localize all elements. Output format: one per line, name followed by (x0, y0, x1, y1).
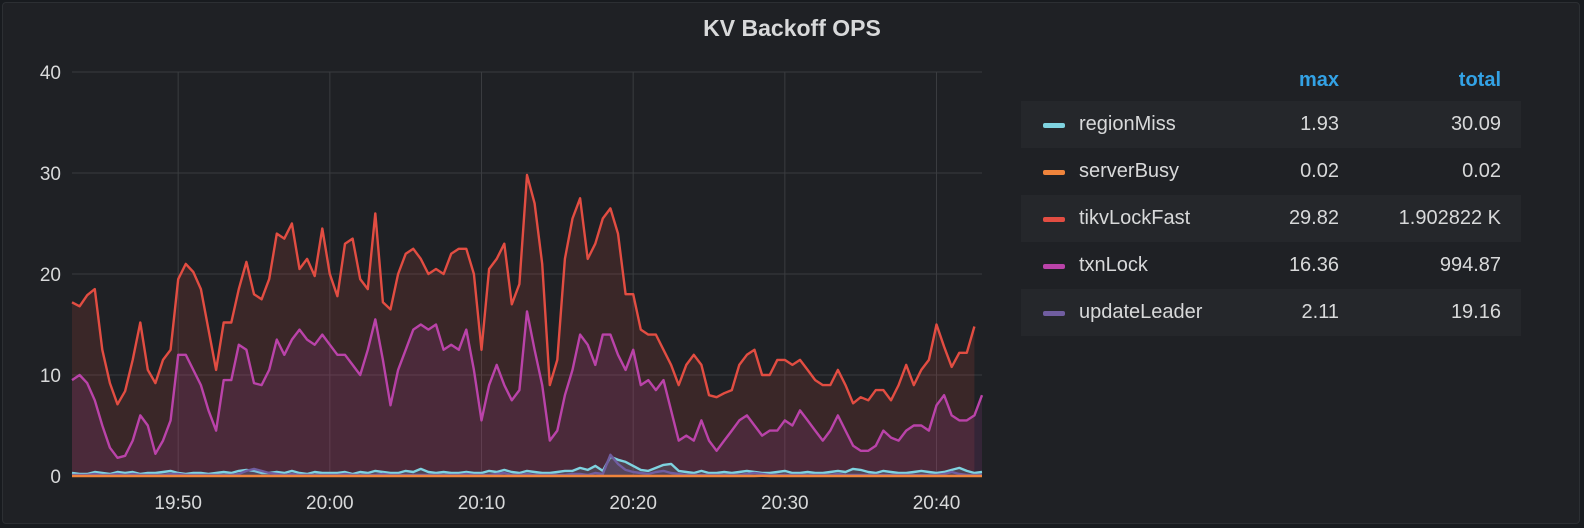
series-line-regionmiss (71, 455, 983, 476)
x-tick-label: 20:20 (609, 493, 657, 514)
y-tick-label: 0 (50, 467, 61, 488)
legend-series-name: tikvLockFast (1079, 207, 1191, 229)
legend-series-name: regionMiss (1079, 113, 1176, 135)
legend-row-updateleader[interactable]: updateLeader 2.11 19.16 (1021, 289, 1521, 336)
area-chart[interactable]: 0 10 20 30 40 19:50 20:00 20:10 20:20 20:30 20:40 (3, 3, 1003, 525)
legend-series-name: updateLeader (1079, 301, 1203, 323)
y-tick-label: 10 (40, 366, 61, 387)
x-tick-label: 20:30 (761, 493, 809, 514)
legend-max-value: 1.93 (1300, 113, 1339, 135)
legend-max-value: 0.02 (1300, 160, 1339, 182)
legend-total-value: 30.09 (1450, 113, 1501, 135)
series-area-tikvlockfast (72, 175, 975, 476)
series-line-tikvlockfast (71, 173, 976, 406)
legend-max-value: 2.11 (1301, 301, 1339, 323)
y-tick-label: 20 (40, 265, 61, 286)
y-tick-label: 30 (40, 164, 61, 185)
panel-title: KV Backoff OPS (703, 15, 881, 41)
legend-total-value: 994.87 (1439, 254, 1501, 276)
legend-table: max total regionMiss 1.93 30.09 serverBu… (1021, 69, 1521, 336)
legend-total-value: 19.16 (1450, 301, 1501, 323)
legend-row-serverbusy[interactable]: serverBusy 0.02 0.02 (1021, 148, 1521, 195)
legend-row-regionmiss[interactable]: regionMiss 1.93 30.09 (1021, 101, 1521, 148)
legend-max-value: 29.82 (1288, 207, 1339, 229)
legend-row-tikvlockfast[interactable]: tikvLockFast 29.82 1.902822 K (1021, 195, 1521, 242)
legend-series-name: txnLock (1079, 254, 1148, 276)
y-tick-label: 40 (40, 63, 61, 84)
legend-swatch (1043, 170, 1065, 175)
legend-swatch (1043, 264, 1065, 269)
x-tick-label: 20:10 (458, 493, 506, 514)
series-area-txnlock (72, 311, 982, 476)
legend-swatch (1043, 311, 1065, 316)
x-tick-label: 20:40 (913, 493, 961, 514)
legend-header-total[interactable]: total (1458, 69, 1501, 91)
legend-series-name: serverBusy (1079, 160, 1180, 182)
x-tick-label: 19:50 (154, 493, 202, 514)
legend-swatch (1043, 123, 1065, 128)
legend-header-max[interactable]: max (1298, 69, 1339, 91)
legend-header: max total (1021, 69, 1521, 101)
x-tick-label: 20:00 (306, 493, 354, 514)
series-line-txnlock (71, 310, 984, 459)
legend-row-txnlock[interactable]: txnLock 16.36 994.87 (1021, 242, 1521, 289)
legend-total-value: 0.02 (1462, 160, 1501, 182)
legend-max-value: 16.36 (1288, 254, 1339, 276)
legend-total-value: 1.902822 K (1398, 207, 1501, 229)
legend-swatch (1043, 217, 1065, 222)
